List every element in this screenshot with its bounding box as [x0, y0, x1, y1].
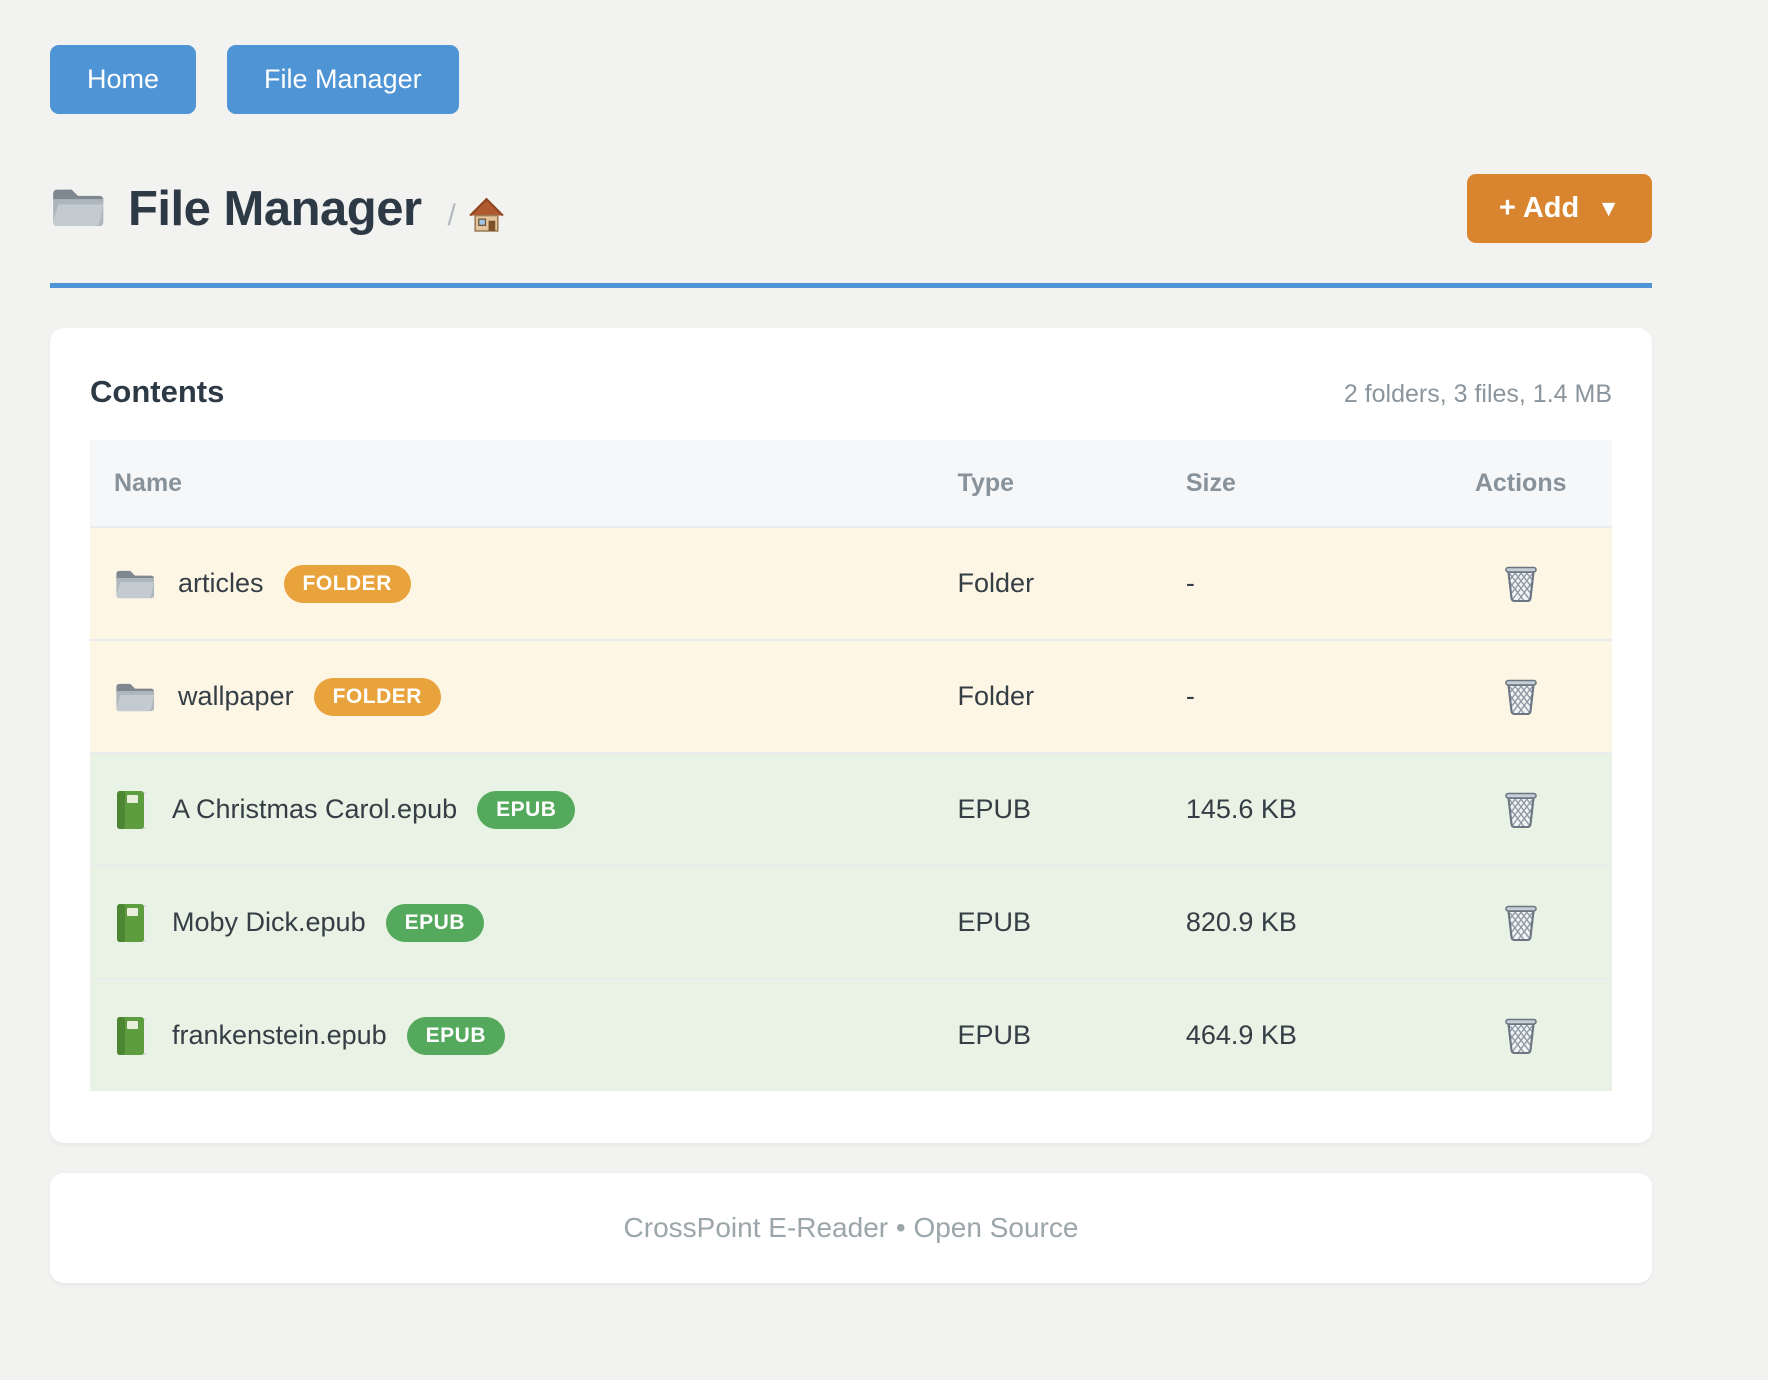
file-manager-button[interactable]: File Manager: [227, 45, 459, 114]
contents-summary: 2 folders, 3 files, 1.4 MB: [1343, 380, 1612, 408]
name-cell: frankenstein.epub EPUB: [90, 1015, 958, 1057]
epub-badge: EPUB: [406, 1016, 506, 1055]
house-icon[interactable]: [468, 195, 505, 237]
column-header-size: Size: [1185, 468, 1236, 497]
file-name: wallpaper: [178, 681, 294, 711]
type-cell: Folder: [957, 681, 1035, 711]
delete-button[interactable]: [1499, 1010, 1543, 1062]
add-button[interactable]: + Add ▼: [1466, 174, 1652, 243]
size-cell: 464.9 KB: [1185, 1020, 1297, 1050]
table-row-wallpaper[interactable]: wallpaper FOLDER Folder -: [90, 639, 1612, 752]
table-row-frankenstein[interactable]: frankenstein.epub EPUB EPUB 464.9 KB: [90, 978, 1612, 1091]
epub-badge: EPUB: [477, 790, 576, 829]
actions-cell: [1429, 671, 1612, 723]
delete-button[interactable]: [1499, 897, 1543, 949]
footer-text: CrossPoint E-Reader • Open Source: [623, 1212, 1079, 1243]
name-cell: A Christmas Carol.epub EPUB: [90, 789, 958, 831]
table-header-row: Name Type Size Actions: [90, 440, 1612, 526]
green-book-icon: [114, 789, 150, 831]
delete-button[interactable]: [1499, 558, 1543, 610]
chevron-down-icon: ▼: [1597, 195, 1620, 221]
type-cell: EPUB: [957, 907, 1032, 937]
trash-icon: [1503, 1014, 1539, 1058]
top-nav: Home File Manager: [50, 0, 1652, 114]
folder-icon: [114, 566, 156, 601]
delete-button[interactable]: [1499, 671, 1543, 723]
epub-badge: EPUB: [385, 903, 484, 942]
trash-icon: [1503, 562, 1539, 606]
column-header-actions: Actions: [1474, 468, 1567, 497]
add-button-label: + Add: [1498, 192, 1580, 224]
breadcrumb: /: [448, 195, 505, 237]
column-header-type: Type: [957, 468, 1015, 497]
actions-cell: [1429, 784, 1612, 836]
actions-cell: [1429, 1010, 1612, 1062]
size-cell: 145.6 KB: [1185, 794, 1297, 824]
name-cell: wallpaper FOLDER: [90, 677, 958, 716]
actions-cell: [1429, 558, 1612, 610]
actions-cell: [1429, 897, 1612, 949]
folder-badge: FOLDER: [283, 564, 411, 603]
trash-icon: [1503, 675, 1539, 719]
type-cell: EPUB: [957, 1020, 1032, 1050]
footer-card: CrossPoint E-Reader • Open Source: [50, 1173, 1652, 1283]
name-cell: articles FOLDER: [90, 564, 958, 603]
table-row-articles[interactable]: articles FOLDER Folder -: [90, 526, 1612, 639]
green-book-icon: [114, 1015, 150, 1057]
file-name: A Christmas Carol.epub: [172, 794, 458, 824]
page-title: File Manager: [128, 181, 422, 236]
page-container: Home File Manager File Manager / + Add ▼…: [50, 0, 1652, 1283]
file-name: articles: [178, 568, 264, 598]
file-name: Moby Dick.epub: [172, 907, 366, 937]
type-cell: Folder: [957, 568, 1035, 598]
table-row-a-christmas-carol[interactable]: A Christmas Carol.epub EPUB EPUB 145.6 K…: [90, 752, 1612, 865]
folder-icon: [114, 679, 156, 714]
size-cell: -: [1185, 681, 1195, 711]
trash-icon: [1503, 788, 1539, 832]
file-name: frankenstein.epub: [172, 1020, 387, 1050]
size-cell: 820.9 KB: [1185, 907, 1297, 937]
table-row-moby-dick[interactable]: Moby Dick.epub EPUB EPUB 820.9 KB: [90, 865, 1612, 978]
green-book-icon: [114, 902, 150, 944]
name-cell: Moby Dick.epub EPUB: [90, 902, 958, 944]
page-header: File Manager / + Add ▼: [50, 174, 1652, 243]
header-divider: [50, 283, 1652, 288]
contents-title: Contents: [90, 374, 225, 409]
column-header-name: Name: [114, 468, 183, 497]
folder-icon: [50, 183, 106, 235]
contents-card: Contents 2 folders, 3 files, 1.4 MB Name…: [50, 328, 1652, 1143]
home-button[interactable]: Home: [50, 45, 197, 114]
type-cell: EPUB: [957, 794, 1032, 824]
file-table: Name Type Size Actions articles FOLDER F…: [90, 440, 1612, 1091]
size-cell: -: [1185, 568, 1195, 598]
folder-badge: FOLDER: [313, 677, 441, 716]
contents-card-header: Contents 2 folders, 3 files, 1.4 MB: [90, 374, 1612, 410]
title-group: File Manager /: [50, 181, 505, 237]
breadcrumb-separator: /: [447, 198, 456, 232]
delete-button[interactable]: [1499, 784, 1543, 836]
trash-icon: [1503, 901, 1539, 945]
